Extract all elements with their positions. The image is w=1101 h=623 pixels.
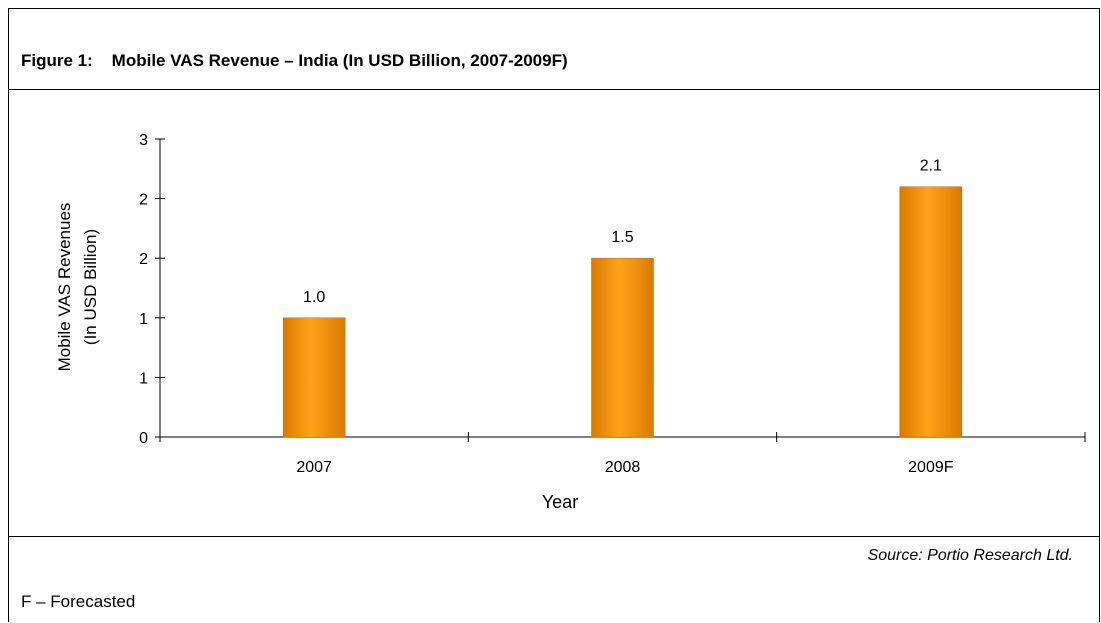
y-tick-label: 1 — [139, 311, 148, 328]
x-tick-label: 2007 — [296, 459, 332, 476]
y-tick-label: 3 — [139, 132, 148, 149]
x-tick-label: 2008 — [605, 459, 641, 476]
bars-group — [282, 186, 963, 438]
source-note: Source: Portio Research Ltd. — [867, 547, 1073, 564]
figure-title: Figure 1: Mobile VAS Revenue – India (In… — [21, 51, 568, 70]
y-tick-label: 1 — [139, 370, 148, 387]
data-label-2008: 1.5 — [611, 229, 633, 246]
x-tick-label: 2009F — [908, 459, 954, 476]
x-axis: 2007 2008 2009F — [159, 432, 1086, 476]
data-labels-group: 1.0 1.5 2.1 — [303, 158, 942, 306]
y-tick-label: 2 — [139, 192, 148, 209]
chart-box — [8, 89, 1100, 537]
x-axis-title: Year — [542, 492, 578, 512]
bar-2007 — [282, 317, 346, 438]
title-box: Figure 1: Mobile VAS Revenue – India (In… — [8, 8, 1100, 90]
y-axis: 0 1 1 2 2 3 — [139, 132, 165, 447]
y-axis-title-line-1: Mobile VAS Revenues — [55, 203, 74, 372]
y-tick-label: 2 — [139, 251, 148, 268]
bar-2008 — [591, 257, 654, 438]
data-label-2009F: 2.1 — [920, 158, 942, 175]
y-axis-title-line-2: (In USD Billion) — [81, 229, 100, 345]
footnote: F – Forecasted — [21, 592, 136, 611]
y-tick-label: 0 — [139, 430, 148, 447]
data-label-2007: 1.0 — [303, 289, 325, 306]
bar-2009F — [899, 186, 963, 438]
